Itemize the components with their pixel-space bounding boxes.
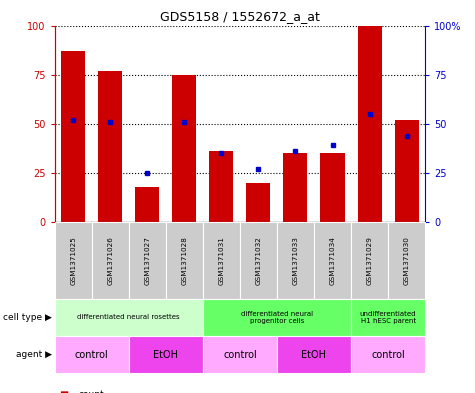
Text: GSM1371031: GSM1371031	[218, 236, 224, 285]
Text: control: control	[223, 350, 257, 360]
Bar	[247, 183, 270, 222]
Text: EtOH: EtOH	[302, 350, 326, 360]
Text: differentiated neural
progenitor cells: differentiated neural progenitor cells	[241, 311, 313, 324]
Text: GSM1371025: GSM1371025	[70, 236, 76, 285]
Bar	[284, 153, 307, 222]
Bar	[172, 75, 196, 222]
Title: GDS5158 / 1552672_a_at: GDS5158 / 1552672_a_at	[160, 10, 320, 23]
Text: GSM1371026: GSM1371026	[107, 236, 113, 285]
Text: control: control	[371, 350, 405, 360]
Text: GSM1371029: GSM1371029	[367, 236, 372, 285]
Text: differentiated neural rosettes: differentiated neural rosettes	[77, 314, 180, 320]
Text: GSM1371030: GSM1371030	[404, 236, 409, 285]
Bar	[395, 120, 418, 222]
Text: undifferentiated
H1 hESC parent: undifferentiated H1 hESC parent	[360, 311, 416, 324]
Text: GSM1371032: GSM1371032	[256, 236, 261, 285]
Text: control: control	[75, 350, 109, 360]
Bar	[135, 187, 159, 222]
Text: GSM1371034: GSM1371034	[330, 236, 335, 285]
Text: count: count	[78, 391, 104, 393]
Text: GSM1371033: GSM1371033	[293, 236, 298, 285]
Text: GSM1371027: GSM1371027	[144, 236, 150, 285]
Text: ■: ■	[59, 390, 68, 393]
Bar	[321, 153, 344, 222]
Bar	[358, 26, 381, 222]
Text: agent ▶: agent ▶	[16, 350, 52, 359]
Text: cell type ▶: cell type ▶	[3, 313, 52, 322]
Bar	[98, 71, 122, 222]
Bar	[209, 151, 233, 222]
Bar	[61, 51, 85, 222]
Text: GSM1371028: GSM1371028	[181, 236, 187, 285]
Text: EtOH: EtOH	[153, 350, 178, 360]
